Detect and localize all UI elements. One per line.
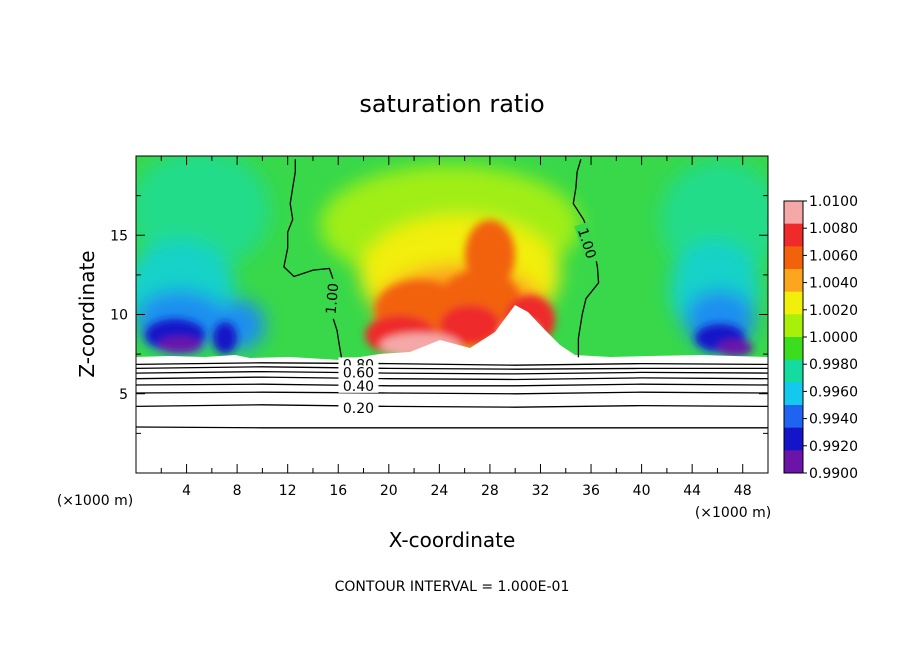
contour-label: 0.60 — [338, 365, 379, 381]
colorbar-swatch — [784, 269, 803, 293]
colorbar-swatch — [784, 382, 803, 406]
colorbar-swatch — [784, 450, 803, 474]
contour-line — [136, 370, 768, 375]
x-tick-label: 24 — [430, 483, 448, 499]
contour-label-bg — [323, 278, 341, 320]
contour-label: 0.40 — [338, 378, 379, 395]
contour-line — [136, 426, 768, 429]
colorbar-swatch — [784, 405, 803, 429]
x-units-left: (×1000 m) — [57, 493, 133, 509]
colorbar-swatch — [784, 427, 803, 451]
contour-line — [136, 383, 768, 387]
colorbar-swatch — [784, 223, 803, 247]
x-tick-label: 48 — [734, 483, 752, 499]
x-units-right: (×1000 m) — [695, 505, 771, 521]
colorbar: 1.0100 1.0080 1.0060 1.0040 1.0020 1.0000 0.99… — [783, 194, 858, 482]
y-tick-label: 10 — [110, 308, 128, 324]
colorbar-swatch — [784, 359, 803, 383]
y-tick-label: 5 — [119, 387, 128, 403]
contour-line — [136, 391, 768, 395]
x-tick-label: 40 — [633, 483, 651, 499]
colorbar-tick-label: 1.0000 — [809, 330, 858, 346]
x-tick-label: 8 — [233, 483, 242, 499]
y-axis-label: Z-coordinate — [75, 250, 99, 377]
x-tick-label: 12 — [279, 483, 297, 499]
colorbar-tick-label: 0.9920 — [809, 439, 858, 455]
contour-label-bg — [338, 378, 379, 393]
colorbar-swatch — [784, 246, 803, 270]
colorbar-swatch — [784, 337, 803, 361]
x-axis-ticks: 4 8 12 16 20 24 28 32 36 40 44 48 — [160, 156, 752, 499]
contour-line — [136, 362, 768, 366]
contour-interval-note: CONTOUR INTERVAL = 1.000E-01 — [335, 579, 570, 595]
contour-label-text: 0.20 — [343, 401, 374, 417]
y-tick-label: 15 — [110, 228, 128, 244]
contour-label-text: 0.60 — [343, 365, 374, 381]
contour-line — [136, 404, 768, 408]
x-tick-label: 4 — [182, 483, 191, 499]
contour-label-bg — [574, 221, 601, 265]
contour-line — [283, 159, 343, 361]
contour-label: 1.00 — [323, 278, 343, 320]
colorbar-tick-label: 1.0040 — [809, 276, 858, 292]
contour-line — [136, 366, 768, 370]
x-tick-label: 16 — [329, 483, 347, 499]
colorbar-tick-label: 1.0060 — [809, 248, 858, 264]
contour-line — [136, 376, 768, 381]
x-tick-label: 28 — [481, 483, 499, 499]
colorbar-tick-label: 1.0020 — [809, 303, 858, 319]
contour-label-text: 1.00 — [324, 283, 343, 315]
colorbar-swatch — [784, 314, 803, 338]
contour-label-text: 0.40 — [343, 379, 374, 395]
colorbar-swatch — [784, 201, 803, 225]
y-axis-ticks: 5 10 15 — [110, 195, 768, 434]
chart-title: saturation ratio — [359, 90, 544, 118]
x-tick-label: 36 — [582, 483, 600, 499]
colorbar-tick-label: 0.9960 — [809, 384, 858, 400]
colorbar-tick-label: 1.0100 — [809, 194, 858, 210]
x-tick-label: 32 — [532, 483, 550, 499]
contour-label: 0.20 — [338, 401, 379, 417]
contour-labels: 1.001.000.800.600.400.20 — [323, 221, 601, 417]
x-tick-label: 20 — [380, 483, 398, 499]
colorbar-tick-label: 1.0080 — [809, 221, 858, 237]
contour-label-bg — [338, 365, 379, 380]
x-tick-label: 44 — [683, 483, 701, 499]
colorbar-tick-label: 0.9940 — [809, 412, 858, 428]
colorbar-tick-label: 0.9980 — [809, 357, 858, 373]
colorbar-swatch — [784, 291, 803, 315]
contour-label-bg — [338, 401, 379, 416]
colorbar-tick-label: 0.9900 — [809, 466, 858, 482]
heatmap-field — [136, 156, 768, 473]
x-axis-label: X-coordinate — [389, 528, 516, 552]
